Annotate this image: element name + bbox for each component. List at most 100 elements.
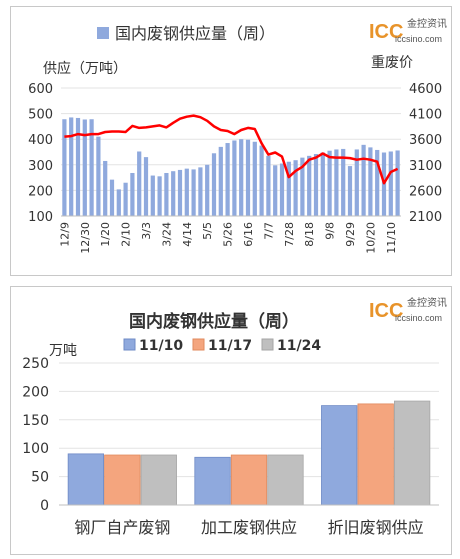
- logo-cn-text: 金控资讯: [407, 17, 447, 30]
- logo-icc-text: ICC: [369, 21, 403, 43]
- bar: [211, 153, 217, 216]
- y-tick-label: 100: [22, 441, 49, 457]
- chart1-title: 国内废钢供应量（周）: [115, 24, 275, 43]
- bar: [164, 172, 169, 216]
- x-tick-label: 4/14: [181, 222, 194, 247]
- x-tick-label: 3/3: [140, 222, 153, 240]
- bar-11/17: [230, 454, 268, 506]
- y2-tick-label: 3600: [409, 133, 442, 148]
- legend-swatch-3: [261, 338, 274, 351]
- bar: [184, 168, 189, 216]
- legend-label-1: 11/10: [139, 338, 183, 354]
- y-ticks: 600 500 400 300 200 100: [28, 82, 53, 225]
- bar: [171, 171, 176, 216]
- y-tick-label: 500: [28, 108, 53, 123]
- legend-label-2: 11/17: [208, 338, 252, 354]
- supply-breakdown-chart-panel: 国内废钢供应量（周） ICC 金控资讯 iccsino.com 万吨 11/10…: [10, 286, 452, 555]
- x-tick-label: 11/10: [385, 222, 398, 254]
- bar: [327, 150, 332, 216]
- bar: [198, 167, 203, 216]
- category-label: 加工废钢供应: [201, 518, 297, 537]
- bar: [75, 117, 81, 216]
- bar: [354, 149, 359, 216]
- x-tick-label: 2/10: [120, 222, 133, 247]
- y-tick-label: 150: [22, 413, 49, 429]
- bar: [293, 160, 298, 216]
- bar-11/24: [140, 454, 177, 506]
- category-labels: 钢厂自产废钢 加工废钢供应 折旧废钢供应: [74, 518, 423, 537]
- y2-tick-label: 2600: [409, 184, 442, 199]
- bar: [239, 139, 244, 216]
- bar: [150, 175, 155, 216]
- bar: [313, 154, 319, 216]
- bar: [334, 149, 339, 216]
- bar: [109, 179, 115, 216]
- bar: [157, 176, 162, 216]
- category-label: 钢厂自产废钢: [74, 518, 170, 537]
- x-tick-label: 5/26: [222, 222, 235, 247]
- bar: [341, 148, 346, 216]
- y2-ticks: 4600 4100 3600 3100 2600 2100: [409, 82, 442, 225]
- logo-icc-text: ICC: [369, 300, 403, 322]
- bar: [361, 144, 366, 216]
- y-tick-label: 50: [31, 470, 49, 486]
- legend-swatch-2: [192, 338, 205, 351]
- bar: [266, 155, 271, 216]
- x-tick-label: 12/9: [58, 222, 71, 247]
- y2-axis-label: 重废价: [371, 55, 413, 71]
- y2-tick-label: 2100: [409, 210, 442, 225]
- bar-11/10: [321, 405, 358, 506]
- y-tick-label: 200: [22, 384, 49, 400]
- y-axis-label: 万吨: [49, 343, 77, 359]
- bar-11/10: [194, 456, 231, 506]
- legend-swatch-1: [123, 338, 136, 351]
- bar: [130, 172, 135, 216]
- y-tick-label: 100: [28, 210, 53, 225]
- y-tick-label: 200: [28, 184, 53, 199]
- bar: [96, 136, 101, 216]
- y-tick-label: 250: [22, 356, 49, 372]
- bar: [143, 157, 149, 216]
- bar: [252, 141, 257, 216]
- x-tick-label: 6/16: [242, 222, 255, 247]
- logo: ICC 金控资讯 iccsino.com: [369, 296, 447, 323]
- bar: [225, 143, 230, 216]
- supply-trend-chart: 国内废钢供应量（周） ICC 金控资讯 iccsino.com 供应（万吨） 重…: [28, 17, 447, 254]
- x-tick-label: 5/5: [201, 222, 214, 240]
- bar: [103, 160, 108, 216]
- bars: [67, 400, 431, 506]
- bar: [69, 117, 74, 216]
- bar: [307, 155, 312, 216]
- logo-url-text: iccsino.com: [395, 34, 442, 44]
- x-tick-label: 10/20: [364, 222, 377, 254]
- x-tick-label: 7/28: [283, 222, 296, 247]
- bar: [218, 146, 223, 216]
- bar: [123, 182, 128, 216]
- bar: [116, 189, 121, 216]
- legend: 11/10 11/17 11/24: [123, 338, 321, 354]
- y-tick-label: 300: [28, 159, 53, 174]
- x-ticks: 12/9 12/30 1/20 2/10 3/3 3/24 4/14 5/5 5/26 6/16 7…: [58, 222, 397, 254]
- bar: [347, 166, 353, 216]
- y-tick-label: 600: [28, 82, 53, 97]
- logo-url-text: iccsino.com: [395, 313, 442, 323]
- x-tick-label: 9/8: [324, 222, 337, 240]
- logo: ICC 金控资讯 iccsino.com: [369, 17, 447, 44]
- legend-label-3: 11/24: [277, 338, 321, 354]
- price-line: [64, 114, 399, 185]
- bar: [82, 119, 87, 216]
- bar: [300, 157, 305, 216]
- bar: [232, 140, 237, 216]
- y2-tick-label: 4600: [409, 82, 442, 97]
- x-tick-label: 12/30: [79, 222, 92, 254]
- supply-trend-chart-panel: 国内废钢供应量（周） ICC 金控资讯 iccsino.com 供应（万吨） 重…: [10, 6, 452, 276]
- bar: [273, 165, 278, 216]
- bar: [89, 119, 94, 216]
- x-tick-label: 9/29: [344, 222, 357, 247]
- x-tick-label: 1/20: [99, 222, 112, 247]
- y-axis-label: 供应（万吨）: [43, 60, 127, 77]
- y2-tick-label: 3100: [409, 159, 442, 174]
- bar: [137, 151, 142, 216]
- bar-11/17: [104, 454, 141, 506]
- bar: [388, 151, 393, 216]
